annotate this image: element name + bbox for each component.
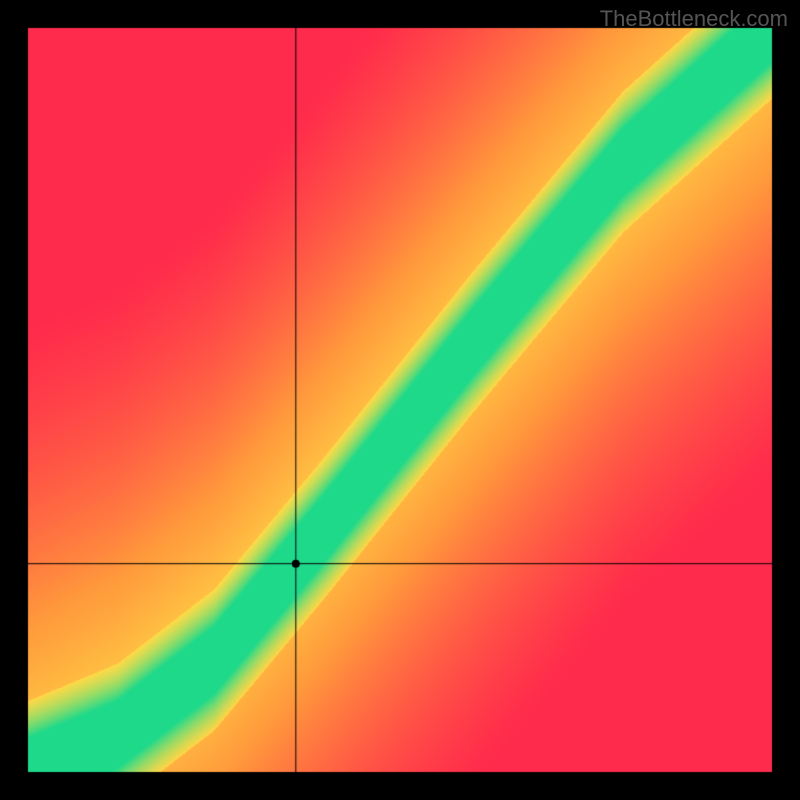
chart-container: TheBottleneck.com	[0, 0, 800, 800]
bottleneck-heatmap	[0, 0, 800, 800]
watermark-text: TheBottleneck.com	[600, 6, 788, 32]
